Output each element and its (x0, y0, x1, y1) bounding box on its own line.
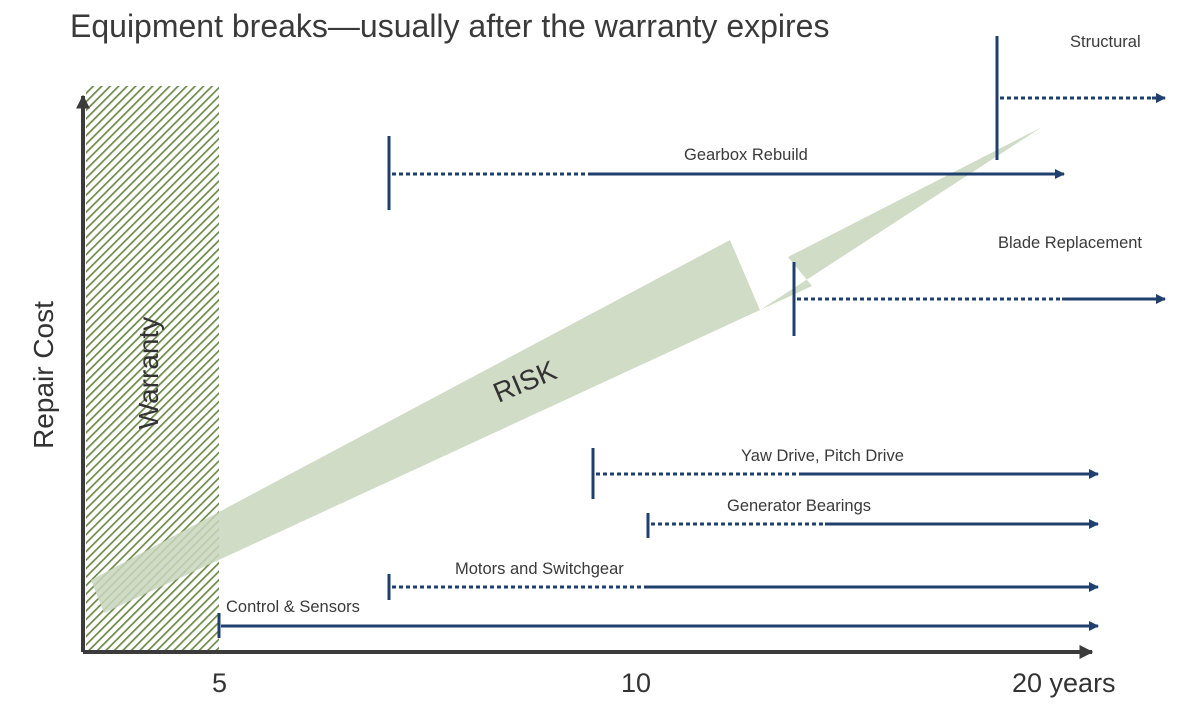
bar-structural (995, 36, 1166, 160)
bar-motors-switchgear (387, 574, 1099, 600)
bar-label-gearbox-rebuild: Gearbox Rebuild (684, 146, 808, 164)
x-tick-label: 10 (621, 668, 652, 698)
warranty-label: Warranty (133, 316, 164, 430)
page-title: Equipment breaks—usually after the warra… (70, 8, 830, 44)
bar-yaw-pitch-drive (591, 448, 1099, 499)
x-tick-label: 20 years (1012, 668, 1116, 698)
bar-control-sensors (217, 613, 1099, 638)
bar-generator-bearings (646, 513, 1099, 538)
bar-gearbox-rebuild (387, 136, 1065, 210)
bar-label-control-sensors: Control & Sensors (226, 598, 360, 616)
y-axis-label: Repair Cost (28, 301, 59, 449)
bar-label-blade-replacement: Blade Replacement (998, 234, 1143, 252)
x-tick-label: 5 (212, 668, 228, 698)
bar-blade-replacement (792, 262, 1166, 336)
bar-label-structural: Structural (1070, 33, 1141, 51)
risk-arrow (91, 127, 1042, 613)
bar-label-generator-bearings: Generator Bearings (727, 497, 871, 515)
bar-label-yaw-pitch-drive: Yaw Drive, Pitch Drive (741, 447, 904, 465)
bar-label-motors-switchgear: Motors and Switchgear (455, 560, 624, 578)
